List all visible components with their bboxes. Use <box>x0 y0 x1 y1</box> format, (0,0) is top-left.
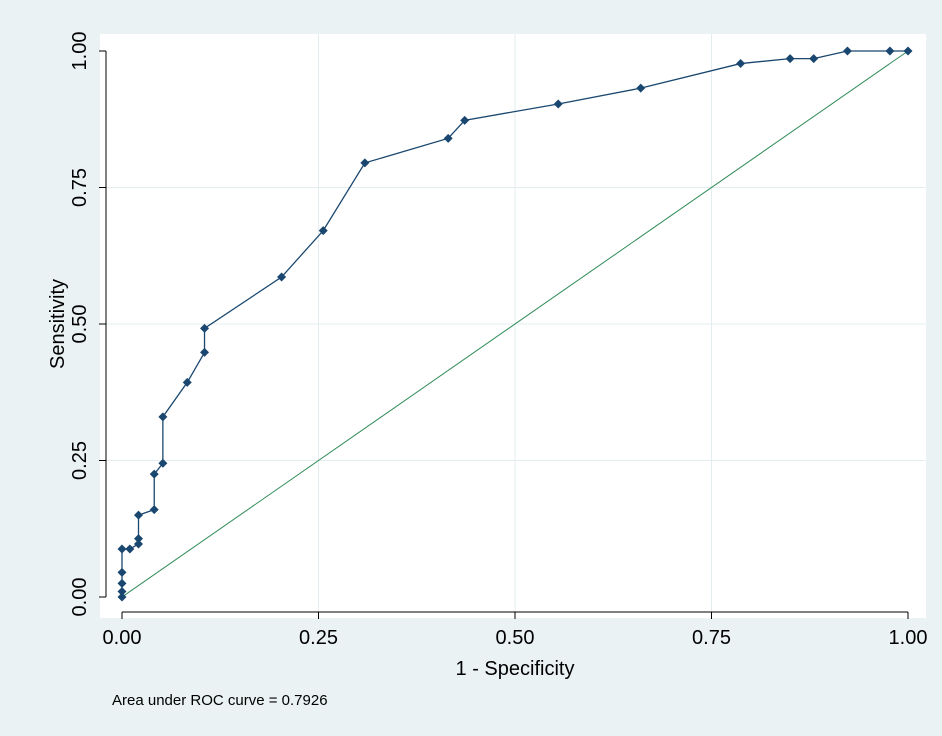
y-tick-label: 0.25 <box>69 441 91 480</box>
roc-point <box>117 592 127 602</box>
roc-point <box>117 578 127 588</box>
roc-point <box>117 587 127 597</box>
roc-point <box>182 377 192 387</box>
roc-point <box>158 412 168 422</box>
x-tick-label: 0.25 <box>299 627 338 649</box>
x-tick-label: 0.75 <box>692 627 731 649</box>
roc-point <box>360 158 370 168</box>
plot-area <box>100 34 926 618</box>
roc-point <box>842 46 852 56</box>
y-tick-label: 0.75 <box>69 168 91 207</box>
roc-point <box>117 544 127 554</box>
x-axis-title: 1 - Specificity <box>456 658 575 680</box>
y-tick-label: 0.50 <box>69 305 91 344</box>
roc-point <box>125 544 135 554</box>
roc-point <box>636 83 646 93</box>
roc-point <box>158 458 168 468</box>
roc-point <box>117 567 127 577</box>
y-tick-label: 0.00 <box>69 578 91 617</box>
auc-note: Area under ROC curve = 0.7926 <box>112 692 328 709</box>
roc-point <box>318 226 328 236</box>
reference-line <box>121 50 909 598</box>
y-tick-label: 1.00 <box>69 32 91 71</box>
roc-point <box>785 54 795 64</box>
tick-labels: 0.00 0.25 0.50 0.75 1.00 0.00 0.25 0.50 0.75 1.00 <box>69 32 927 649</box>
roc-point <box>200 347 210 357</box>
roc-point <box>149 505 159 515</box>
roc-point <box>277 272 287 282</box>
roc-point <box>134 534 144 544</box>
roc-point <box>885 46 895 56</box>
roc-point <box>134 539 144 549</box>
roc-point <box>809 54 819 64</box>
roc-point <box>134 510 144 520</box>
x-tick-label: 0.50 <box>496 627 535 649</box>
grid <box>100 34 926 618</box>
axes <box>99 50 909 619</box>
roc-point <box>149 469 159 479</box>
roc-point <box>903 46 913 56</box>
roc-point <box>460 115 470 125</box>
roc-points <box>117 46 913 602</box>
roc-point <box>553 99 563 109</box>
y-axis-title: Sensitivity <box>47 279 69 369</box>
roc-point <box>200 323 210 333</box>
x-tick-label: 0.00 <box>103 627 142 649</box>
roc-point <box>736 59 746 69</box>
roc-point <box>443 133 453 143</box>
x-tick-label: 1.00 <box>889 627 928 649</box>
